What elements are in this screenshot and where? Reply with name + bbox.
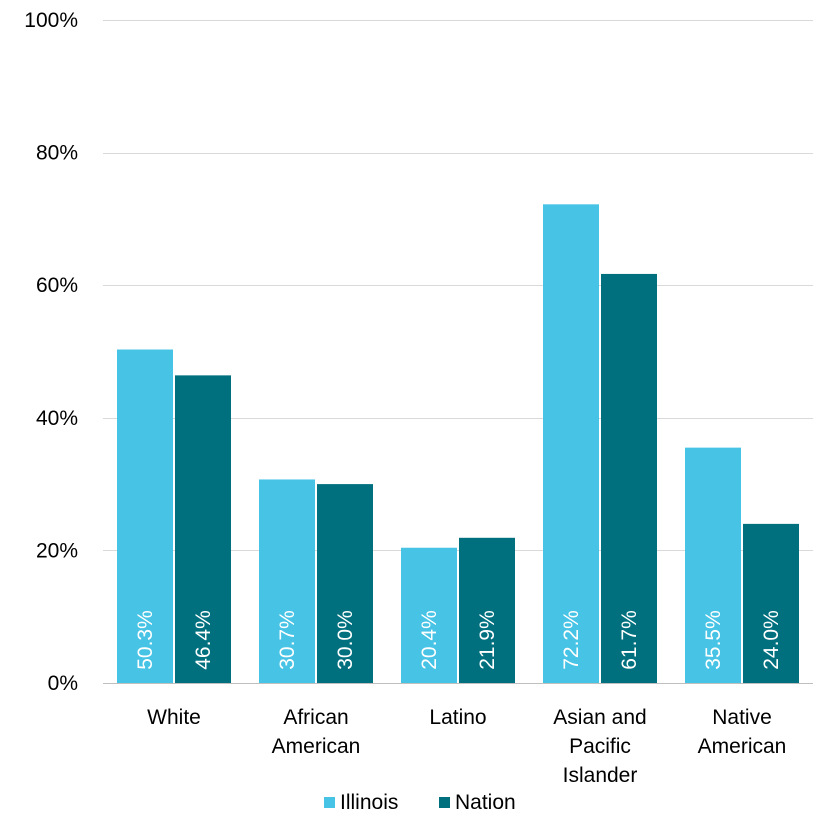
bar-illinois bbox=[117, 349, 173, 683]
y-tick-label: 80% bbox=[36, 142, 78, 165]
data-label: 30.7% bbox=[276, 610, 299, 670]
y-tick-label: 0% bbox=[48, 672, 78, 695]
bars: 50.3% 46.4% 30.7% 30.0% 20.4% 21.9% 72.2% 61.7%… bbox=[117, 204, 799, 683]
data-label: 21.9% bbox=[476, 610, 499, 670]
bar-nation bbox=[175, 375, 231, 683]
data-label: 72.2% bbox=[560, 610, 583, 670]
data-label: 35.5% bbox=[702, 610, 725, 670]
x-category-label-line: Latino bbox=[429, 706, 486, 729]
y-tick-label: 20% bbox=[36, 539, 78, 562]
x-category-label: Asian and Pacific Islander bbox=[553, 706, 646, 787]
data-label: 24.0% bbox=[760, 610, 783, 670]
data-label: 30.0% bbox=[334, 610, 357, 670]
bar-nation bbox=[743, 523, 799, 683]
bar-nation bbox=[601, 273, 657, 683]
bar-illinois bbox=[543, 204, 599, 683]
legend: Illinois Nation bbox=[324, 791, 516, 814]
bar-illinois bbox=[401, 547, 457, 683]
data-label: 61.7% bbox=[618, 610, 641, 670]
legend-swatch-nation bbox=[439, 797, 450, 808]
x-category-label: Native American bbox=[698, 706, 787, 758]
legend-swatch-illinois bbox=[324, 797, 335, 808]
bar-illinois bbox=[259, 479, 315, 683]
x-category-label-line: American bbox=[698, 735, 787, 758]
x-category-label-line: Asian and bbox=[553, 706, 646, 729]
x-category-label-line: Islander bbox=[563, 764, 638, 787]
data-label: 50.3% bbox=[134, 610, 157, 670]
x-category-label-line: Native bbox=[712, 706, 772, 729]
data-label: 20.4% bbox=[418, 610, 441, 670]
x-category-label-line: Pacific bbox=[569, 735, 631, 758]
x-axis-categories: White African American Latino Asian and Pacif… bbox=[147, 706, 786, 787]
x-category-label-line: White bbox=[147, 706, 201, 729]
bar-illinois bbox=[685, 447, 741, 683]
y-tick-label: 40% bbox=[36, 407, 78, 430]
y-tick-label: 60% bbox=[36, 274, 78, 297]
data-label: 46.4% bbox=[192, 610, 215, 670]
x-category-label: White bbox=[147, 706, 201, 729]
legend-label-nation: Nation bbox=[455, 791, 516, 814]
x-category-label-line: American bbox=[272, 735, 361, 758]
legend-label-illinois: Illinois bbox=[340, 791, 398, 814]
y-tick-label: 100% bbox=[24, 9, 78, 32]
x-category-label: African American bbox=[272, 706, 361, 758]
x-category-label: Latino bbox=[429, 706, 486, 729]
bar-nation bbox=[459, 537, 515, 683]
bar-nation bbox=[317, 484, 373, 683]
x-category-label-line: African bbox=[283, 706, 348, 729]
y-axis-ticks: 0% 20% 40% 60% 80% 100% bbox=[24, 9, 78, 695]
